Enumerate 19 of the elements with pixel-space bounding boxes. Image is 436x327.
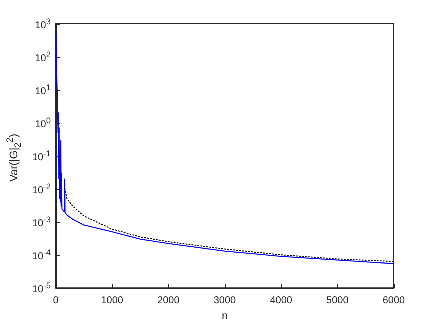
line-series — [64, 188, 394, 262]
x-tick-label: 0 — [53, 296, 60, 307]
y-tick-label: 10$^{-3}$ — [32, 213, 51, 231]
y-tick-label: 10$^{-5}$ — [32, 279, 51, 297]
x-tick-label: 5000 — [326, 296, 350, 307]
x-tick-label: 3000 — [214, 296, 237, 307]
y-tick-label: 10$^{-1}$ — [32, 147, 51, 165]
y-tick-label: 10$^{2}$ — [35, 48, 51, 66]
x-tick-label: 1000 — [101, 296, 124, 307]
x-tick-label: 6000 — [382, 296, 406, 307]
y-tick-label: 10$^{3}$ — [35, 15, 51, 33]
y-tick-label: 10$^{1}$ — [35, 81, 51, 99]
y-tick-label: 10$^{0}$ — [35, 114, 51, 132]
y-tick-label: 10$^{-4}$ — [32, 246, 51, 264]
x-tick-label: 2000 — [158, 296, 180, 307]
line-series — [56, 33, 394, 264]
x-axis-title: n — [222, 310, 228, 322]
x-tick-label: 4000 — [270, 296, 293, 307]
y-tick-label: 10$^{-2}$ — [32, 180, 51, 198]
